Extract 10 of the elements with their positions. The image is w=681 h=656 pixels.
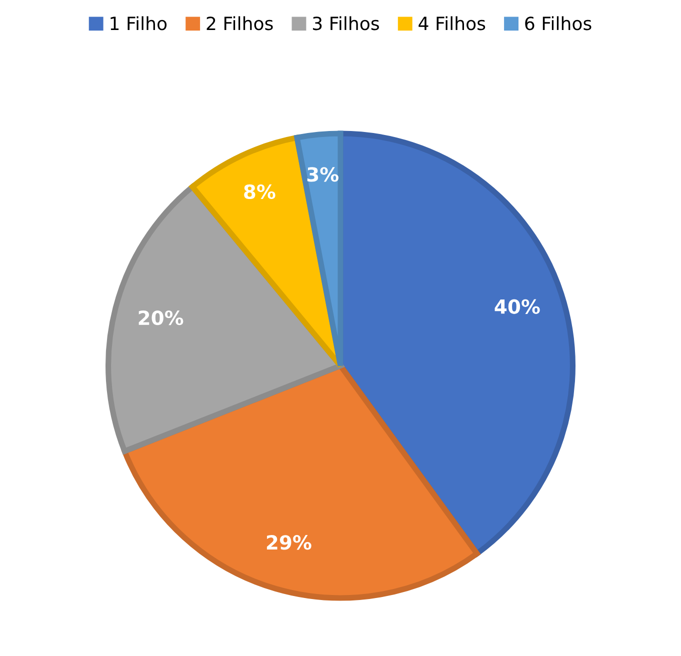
legend-label: 2 Filhos — [206, 16, 273, 30]
legend-label: 1 Filho — [110, 16, 167, 30]
data-label: 20% — [138, 310, 184, 326]
data-label: 8% — [244, 184, 276, 200]
data-label: 29% — [266, 535, 312, 550]
data-label: 40% — [494, 299, 540, 314]
legend-label: 6 Filhos — [525, 16, 592, 30]
data-label: 3% — [307, 167, 338, 182]
legend-label: 4 Filhos — [418, 16, 486, 30]
legend-label: 3 Filhos — [312, 16, 379, 30]
